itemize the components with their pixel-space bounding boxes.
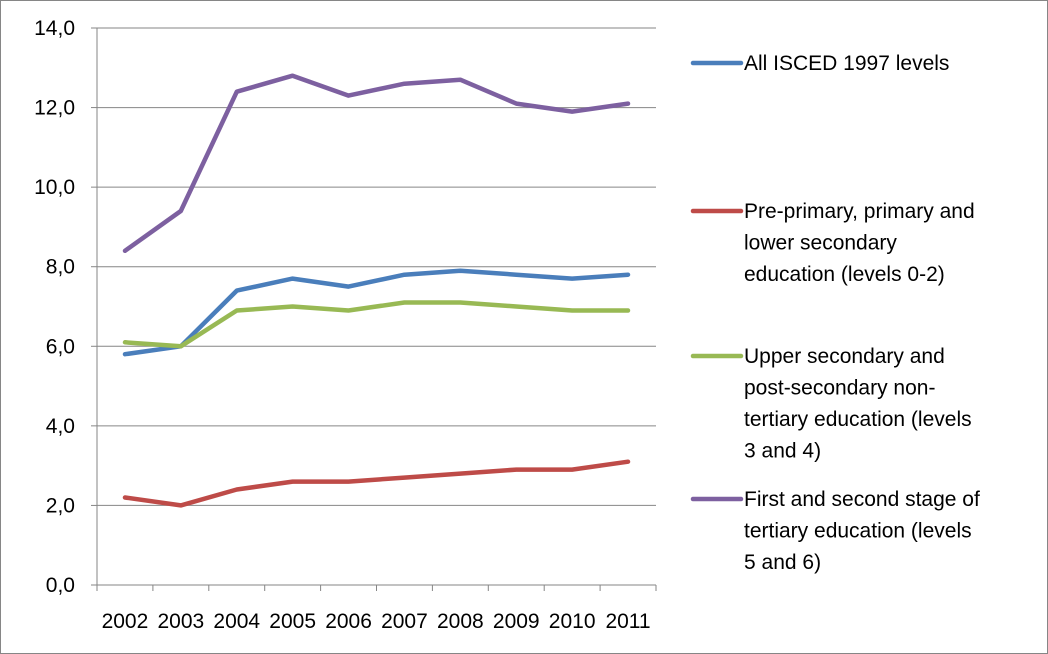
legend-label-line: post-secondary non- [744,377,935,400]
y-tick-label: 6,0 [46,335,75,358]
x-tick-label: 2004 [213,610,260,633]
x-tick-labels: 2002 2003 2004 2005 2006 2007 2008 2009 2010 2011 [102,610,651,633]
legend-label-line: Upper secondary and [744,345,945,368]
series-line-4 [122,73,631,254]
series-line-1 [122,268,631,357]
y-tick-label: 10,0 [34,176,75,199]
series-line-2 [122,459,631,508]
legend-label-line: Pre-primary, primary and [744,200,975,223]
x-tick-label: 2008 [437,610,484,633]
legend-label-line: tertiary education (levels [744,408,972,431]
y-tick-label: 12,0 [34,97,75,120]
x-tick-label: 2007 [381,610,428,633]
legend-label-line: First and second stage of [744,488,980,511]
series-lines [122,73,631,508]
x-tick-label: 2010 [549,610,596,633]
x-tick-label: 2005 [269,610,316,633]
x-tick-label: 2003 [157,610,204,633]
x-tick-label: 2006 [325,610,372,633]
x-tick-label: 2002 [102,610,149,633]
legend-label-line: 5 and 6) [744,551,821,574]
y-tick-label: 14,0 [34,17,75,40]
legend-label-line: All ISCED 1997 levels [744,52,949,75]
y-tick-label: 4,0 [46,415,75,438]
legend-label-line: lower secondary [744,232,897,255]
legend-item-3: Upper secondary and post-secondary non-te… [690,345,972,463]
axes [96,28,657,591]
y-tick-label: 8,0 [46,256,75,279]
y-tick-labels: 0,0 2,0 4,0 6,0 8,0 10,0 12,0 14,0 [34,17,75,597]
series-line-3 [122,300,631,349]
legend-item-1: All ISCED 1997 levels [690,52,949,75]
x-tick-label: 2011 [605,610,650,633]
legend-label-line: education (levels 0-2) [744,263,945,286]
legend: All ISCED 1997 levels Pre-primary, primar… [690,52,980,574]
y-tick-label: 2,0 [46,494,75,517]
legend-label-line: 3 and 4) [744,440,821,463]
legend-item-4: First and second stage of tertiary educat… [690,488,980,574]
y-tick-label: 0,0 [46,574,75,597]
x-tick-label: 2009 [493,610,540,633]
legend-item-2: Pre-primary, primary and lower secondary e… [690,200,975,286]
legend-label-line: tertiary education (levels [744,520,972,543]
